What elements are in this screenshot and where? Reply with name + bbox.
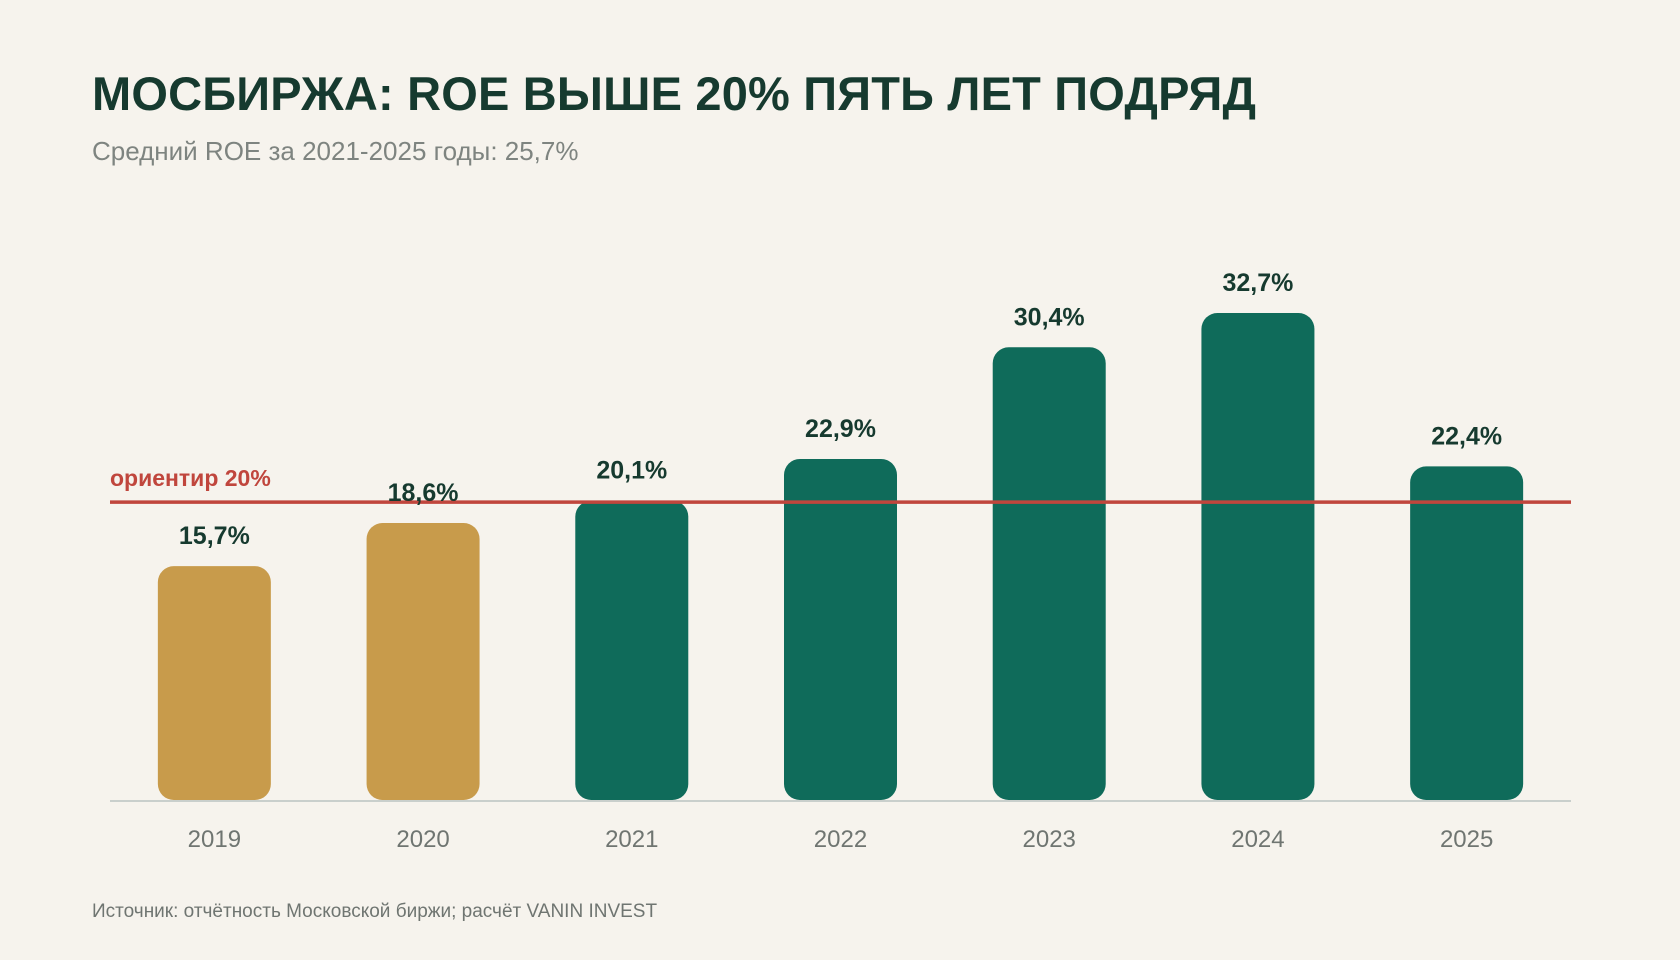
value-label-2019: 15,7% — [179, 522, 250, 550]
bar-2025 — [1410, 466, 1524, 800]
bar-2020 — [366, 522, 480, 800]
value-label-2024: 32,7% — [1222, 269, 1293, 297]
reference-line-label: ориентир 20% — [110, 465, 271, 491]
x-tick-label-2023: 2023 — [1023, 826, 1076, 853]
value-label-2021: 20,1% — [596, 457, 667, 485]
chart-subtitle: Средний ROE за 2021-2025 годы: 25,7% — [92, 136, 579, 166]
x-tick-label-2021: 2021 — [605, 826, 658, 853]
x-tick-label-2020: 2020 — [396, 826, 449, 853]
x-tick-label-2022: 2022 — [814, 826, 867, 853]
bar-2021 — [575, 500, 689, 800]
value-label-2022: 22,9% — [805, 415, 876, 443]
bar-2019 — [157, 566, 271, 800]
labels-layer: 15,7% 2019 18,6% 2020 20,1% 2021 22,9% 2022 30,4… — [179, 269, 1502, 853]
source-note: Источник: отчётность Московской биржи; р… — [92, 901, 658, 922]
value-label-2025: 22,4% — [1431, 422, 1502, 450]
x-tick-label-2019: 2019 — [188, 826, 241, 853]
bar-2022 — [784, 458, 897, 800]
chart-title: МОСБИРЖА: ROE ВЫШЕ 20% ПЯТЬ ЛЕТ ПОДРЯД — [92, 67, 1257, 120]
reference-layer: ориентир 20% — [110, 465, 1571, 504]
bar-2023 — [992, 347, 1106, 800]
value-label-2023: 30,4% — [1014, 303, 1085, 331]
bars-layer — [110, 313, 1571, 802]
bar-2024 — [1201, 313, 1315, 800]
x-tick-label-2025: 2025 — [1440, 826, 1493, 853]
x-tick-label-2024: 2024 — [1231, 826, 1284, 853]
value-label-2020: 18,6% — [388, 479, 459, 507]
